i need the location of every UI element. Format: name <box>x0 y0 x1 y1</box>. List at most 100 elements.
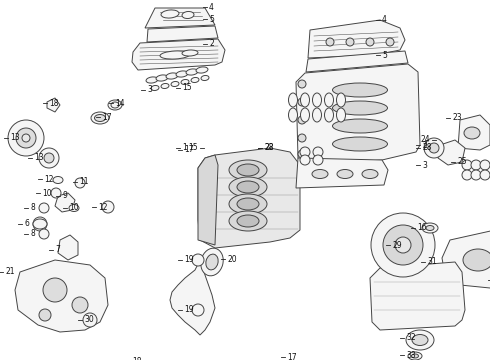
Circle shape <box>39 148 59 168</box>
Text: 15: 15 <box>188 144 198 153</box>
Ellipse shape <box>166 73 178 79</box>
Ellipse shape <box>406 330 434 350</box>
Polygon shape <box>442 230 490 288</box>
Text: 8: 8 <box>30 230 35 238</box>
Text: 18: 18 <box>49 99 58 108</box>
Ellipse shape <box>69 204 79 211</box>
Circle shape <box>386 38 394 46</box>
Ellipse shape <box>206 254 218 270</box>
Circle shape <box>298 116 306 124</box>
Circle shape <box>313 147 323 157</box>
Text: 12: 12 <box>98 202 107 211</box>
Text: 4: 4 <box>209 3 214 12</box>
Circle shape <box>192 254 204 266</box>
Circle shape <box>298 80 306 88</box>
Ellipse shape <box>300 93 310 107</box>
Circle shape <box>298 150 306 158</box>
Circle shape <box>102 201 114 213</box>
Text: 23: 23 <box>452 113 462 122</box>
Ellipse shape <box>324 93 334 107</box>
Text: 17: 17 <box>184 145 194 154</box>
Ellipse shape <box>300 108 310 122</box>
Text: 15: 15 <box>182 84 192 93</box>
Circle shape <box>326 38 334 46</box>
Text: 3: 3 <box>147 85 152 94</box>
Text: 17: 17 <box>287 352 296 360</box>
Text: 5: 5 <box>382 50 387 59</box>
Ellipse shape <box>201 76 209 81</box>
Text: 2: 2 <box>209 40 214 49</box>
Text: 22: 22 <box>264 144 273 153</box>
Text: 1: 1 <box>182 144 187 153</box>
Ellipse shape <box>156 75 168 81</box>
Polygon shape <box>438 140 465 165</box>
Ellipse shape <box>196 67 208 73</box>
Ellipse shape <box>426 225 434 230</box>
Ellipse shape <box>191 77 199 82</box>
Text: 28: 28 <box>422 144 432 153</box>
Ellipse shape <box>53 176 63 184</box>
Ellipse shape <box>237 181 259 193</box>
Circle shape <box>33 217 47 231</box>
Text: 12: 12 <box>44 175 53 184</box>
Polygon shape <box>47 98 60 112</box>
Text: 32: 32 <box>406 333 416 342</box>
Circle shape <box>39 309 51 321</box>
Text: 24: 24 <box>420 135 430 144</box>
Circle shape <box>39 229 49 239</box>
Text: 28: 28 <box>264 144 273 153</box>
Text: 14: 14 <box>115 99 124 108</box>
Ellipse shape <box>412 354 418 358</box>
Ellipse shape <box>324 108 334 122</box>
Text: 25: 25 <box>457 158 466 166</box>
Text: 20: 20 <box>227 255 237 264</box>
Text: 10: 10 <box>42 189 51 198</box>
Polygon shape <box>55 193 75 212</box>
Circle shape <box>383 225 423 265</box>
Text: 10: 10 <box>69 203 78 212</box>
Circle shape <box>462 160 472 170</box>
Text: 21: 21 <box>5 267 15 276</box>
Text: 8: 8 <box>30 203 35 212</box>
Ellipse shape <box>313 108 321 122</box>
Circle shape <box>43 278 67 302</box>
Polygon shape <box>198 155 218 245</box>
Ellipse shape <box>362 170 378 179</box>
Circle shape <box>371 213 435 277</box>
Polygon shape <box>306 51 408 72</box>
Circle shape <box>480 160 490 170</box>
Ellipse shape <box>289 93 297 107</box>
Circle shape <box>192 304 204 316</box>
Polygon shape <box>58 235 78 260</box>
Ellipse shape <box>108 100 122 110</box>
Polygon shape <box>147 26 218 42</box>
Ellipse shape <box>181 80 189 85</box>
Ellipse shape <box>161 84 169 89</box>
Polygon shape <box>15 260 108 332</box>
Ellipse shape <box>186 69 198 75</box>
Circle shape <box>298 134 306 142</box>
Polygon shape <box>308 20 405 58</box>
Ellipse shape <box>408 352 422 360</box>
Ellipse shape <box>333 101 388 115</box>
Text: 16: 16 <box>417 224 427 233</box>
Text: 31: 31 <box>427 257 437 266</box>
Ellipse shape <box>160 51 190 59</box>
Circle shape <box>424 138 444 158</box>
Polygon shape <box>296 64 420 165</box>
Ellipse shape <box>176 71 188 77</box>
Ellipse shape <box>237 215 259 227</box>
Circle shape <box>298 98 306 106</box>
Ellipse shape <box>463 249 490 271</box>
Circle shape <box>480 170 490 180</box>
Ellipse shape <box>422 223 438 233</box>
Circle shape <box>51 188 61 198</box>
Circle shape <box>300 155 310 165</box>
Ellipse shape <box>333 83 388 97</box>
Text: 7: 7 <box>55 246 60 255</box>
Circle shape <box>366 38 374 46</box>
Circle shape <box>462 170 472 180</box>
Ellipse shape <box>146 77 158 83</box>
Circle shape <box>39 203 49 213</box>
Ellipse shape <box>91 112 109 124</box>
